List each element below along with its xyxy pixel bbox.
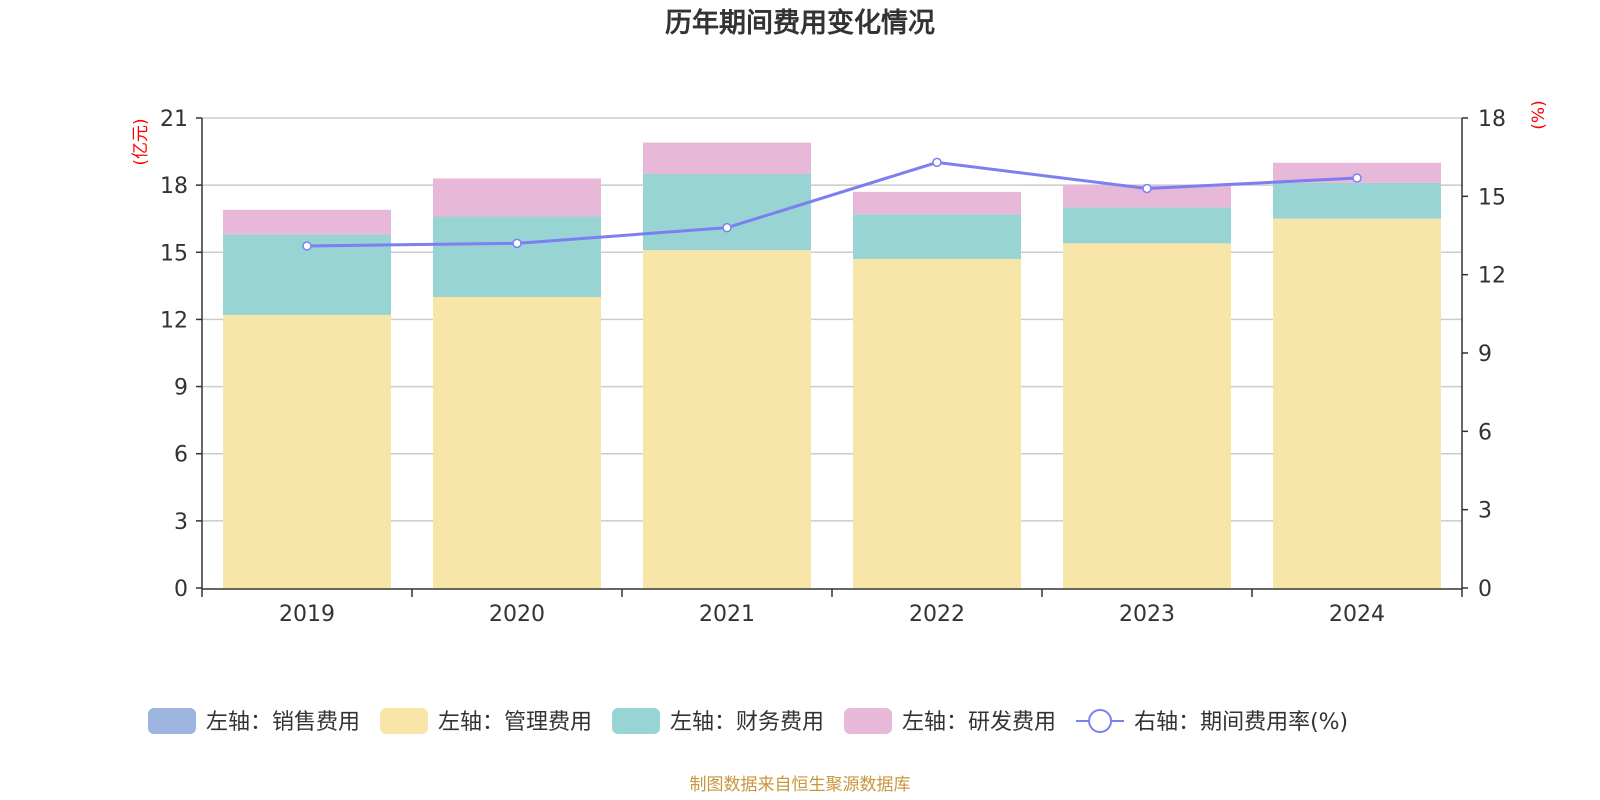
right-tick-label: 0 [1478, 577, 1492, 602]
axes: 0 3 6 9 12 15 18 21 0 3 6 9 12 15 18 2019 2020 2021 2022 20… [160, 107, 1506, 627]
legend-label: 左轴：研发费用 [902, 710, 1056, 735]
bar-财务费用-2023 [1063, 207, 1231, 244]
bar-研发费用-2024 [1273, 162, 1441, 183]
legend-label: 左轴：财务费用 [670, 710, 824, 735]
legend-swatch-marker [1088, 709, 1113, 733]
left-tick-label: 12 [160, 308, 188, 333]
bar-研发费用-2020 [433, 178, 601, 217]
legend-label: 右轴：期间费用率(%) [1134, 710, 1348, 735]
right-tick-label: 15 [1478, 185, 1506, 210]
left-tick-label: 18 [160, 174, 188, 199]
legend-swatch [844, 708, 893, 734]
rate-point-2023 [1142, 183, 1152, 194]
legend-label: 左轴：管理费用 [438, 710, 592, 735]
bar-研发费用-2023 [1063, 185, 1231, 208]
x-tick-label: 2024 [1329, 602, 1385, 627]
legend-swatch [380, 708, 429, 734]
x-tick-label: 2022 [909, 602, 965, 627]
left-tick-label: 3 [174, 510, 188, 535]
bar-管理费用-2023 [1063, 243, 1231, 589]
x-tick-label: 2023 [1119, 602, 1175, 627]
legend: 左轴：销售费用 左轴：管理费用 左轴：财务费用 左轴：研发费用 右轴：期间费用率(%) [148, 708, 1348, 735]
left-tick-label: 6 [174, 443, 188, 468]
bar-财务费用-2024 [1273, 182, 1441, 219]
legend-swatch [148, 708, 196, 734]
bar-管理费用-2021 [643, 250, 811, 589]
bar-管理费用-2024 [1273, 218, 1441, 588]
x-tick-label: 2020 [489, 602, 545, 627]
bar-财务费用-2020 [433, 216, 601, 298]
bar-财务费用-2021 [643, 173, 811, 251]
legend-swatch [612, 708, 661, 734]
x-tick-label: 2021 [699, 602, 755, 627]
left-axis-unit: (亿元) [131, 118, 151, 165]
rate-point-2024 [1352, 173, 1362, 183]
chart-title: 历年期间费用变化情况 [665, 7, 935, 39]
left-tick-label: 0 [174, 577, 188, 602]
right-tick-label: 6 [1478, 420, 1492, 445]
bar-管理费用-2020 [433, 297, 601, 588]
bar-财务费用-2022 [853, 214, 1021, 259]
rate-line-path [306, 160, 1358, 248]
right-tick-label: 3 [1478, 499, 1492, 524]
bar-研发费用-2022 [853, 191, 1021, 215]
right-tick-label: 9 [1478, 342, 1492, 367]
right-tick-label: 12 [1478, 264, 1506, 289]
data-source-note: 制图数据来自恒生聚源数据库 [690, 775, 911, 795]
left-tick-label: 21 [160, 107, 188, 132]
rate-point-2021 [722, 222, 732, 233]
right-tick-label: 18 [1478, 107, 1506, 132]
rate-line [302, 157, 1362, 251]
rate-point-2022 [932, 157, 942, 168]
x-tick-label: 2019 [279, 602, 335, 627]
right-axis-unit: (%) [1529, 100, 1549, 129]
rate-point-2019 [302, 241, 312, 251]
bar-研发费用-2021 [643, 142, 811, 174]
legend-label: 左轴：销售费用 [206, 710, 360, 735]
left-tick-label: 15 [160, 241, 188, 266]
bar-研发费用-2019 [223, 209, 391, 235]
grid-lines [202, 117, 1462, 522]
bar-管理费用-2022 [853, 259, 1021, 588]
left-tick-label: 9 [174, 376, 188, 401]
rate-point-2020 [512, 238, 522, 249]
bar-管理费用-2019 [223, 314, 391, 588]
